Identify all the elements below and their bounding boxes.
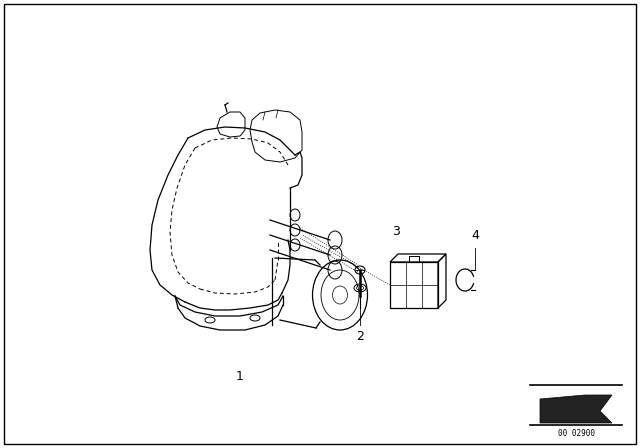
Text: 3: 3 (392, 225, 400, 238)
Bar (390, 262, 438, 308)
Text: 2: 2 (356, 330, 364, 343)
Text: 4: 4 (471, 229, 479, 242)
Polygon shape (540, 395, 612, 423)
Text: 1: 1 (236, 370, 244, 383)
Text: 00 02900: 00 02900 (557, 428, 595, 438)
